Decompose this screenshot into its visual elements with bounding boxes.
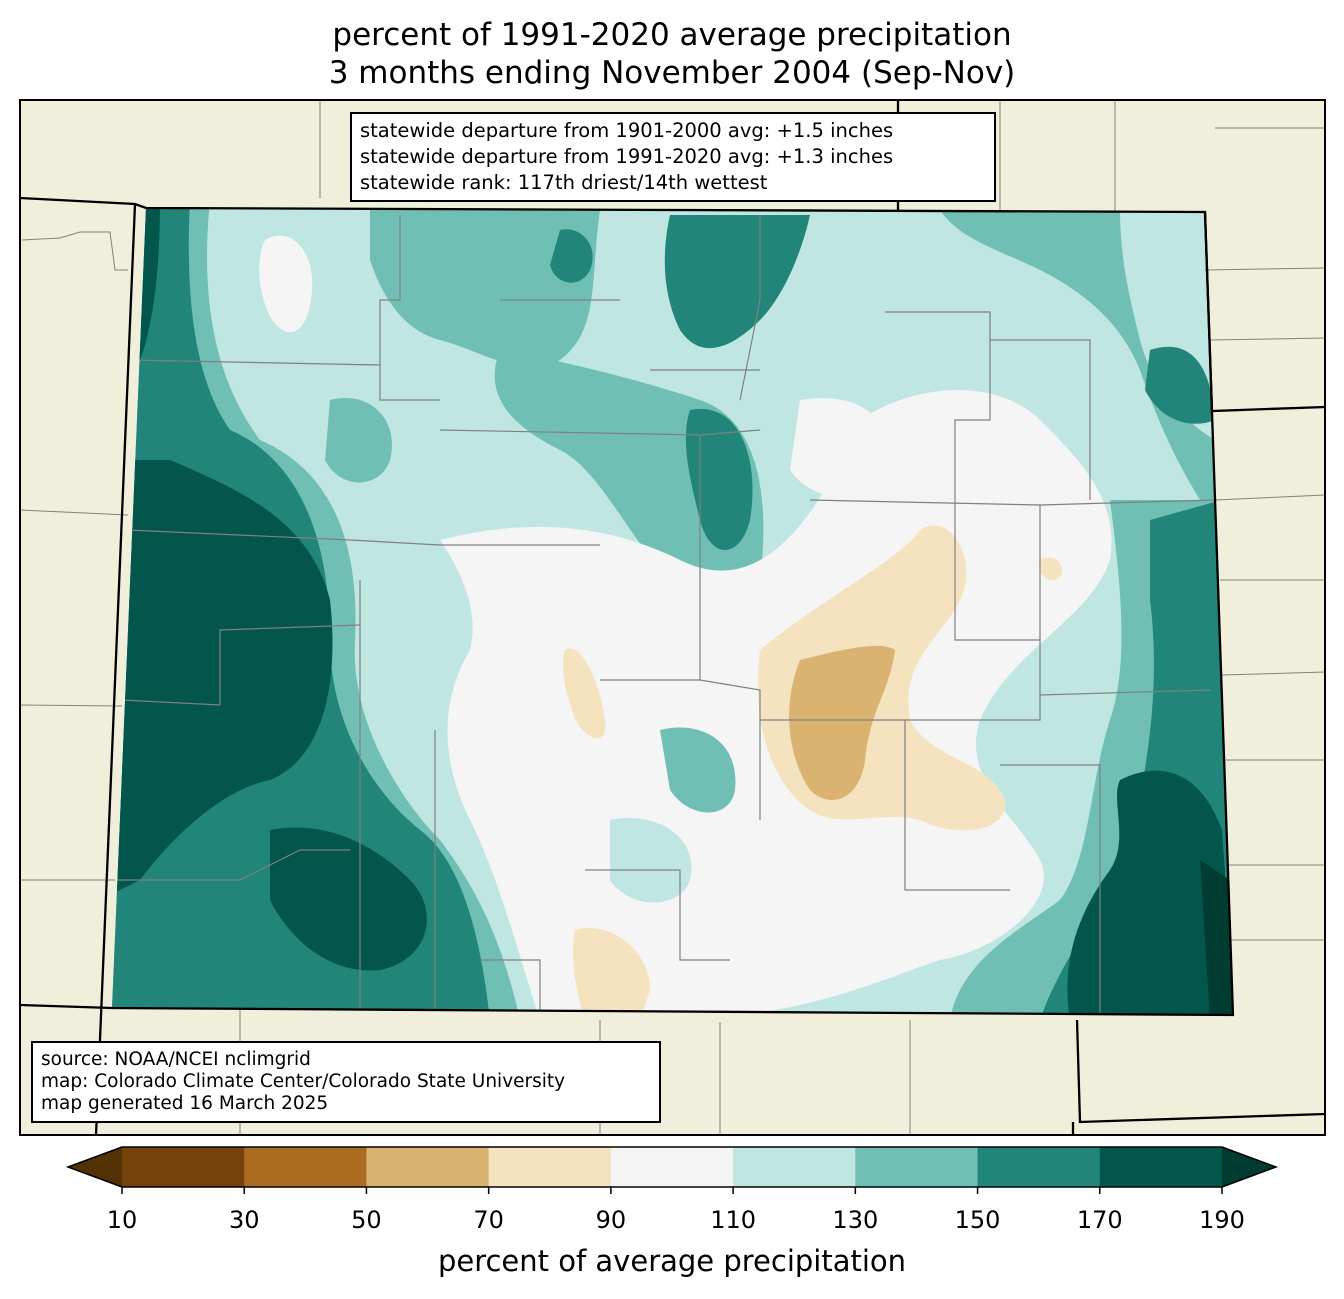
colorbar-under-arrow — [68, 1147, 122, 1187]
stat-departure-1991-2020: statewide departure from 1991-2020 avg: … — [360, 145, 894, 168]
map-credit-line: map: Colorado Climate Center/Colorado St… — [41, 1071, 566, 1092]
colorbar-tick-label: 130 — [832, 1206, 879, 1234]
neighbor-county-lines — [19, 100, 1326, 1135]
colorbar-tick-label: 170 — [1076, 1206, 1123, 1234]
colorbar-bin — [855, 1147, 979, 1187]
colorbar-tick-label: 30 — [228, 1206, 260, 1234]
colorado-precip-field — [112, 208, 1233, 1015]
colorbar-bin — [122, 1147, 245, 1187]
colorbar-tick-label: 150 — [954, 1206, 1001, 1234]
map-frame — [19, 99, 1326, 1136]
map-generated-line: map generated 16 March 2025 — [41, 1093, 329, 1114]
colorbar-bin — [244, 1147, 367, 1187]
colorbar-bin — [1099, 1147, 1223, 1187]
colorbar-tick-label: 110 — [710, 1206, 757, 1234]
colorbar-over-arrow — [1222, 1147, 1276, 1187]
statewide-stats-box: statewide departure from 1901-2000 avg: … — [350, 112, 996, 202]
map-title-line1: percent of 1991-2020 average precipitati… — [332, 17, 1012, 53]
source-line: source: NOAA/NCEI nclimgrid — [41, 1049, 311, 1070]
colorbar-bin — [366, 1147, 490, 1187]
stat-departure-1901-2000: statewide departure from 1901-2000 avg: … — [360, 119, 894, 142]
map-title-line2: 3 months ending November 2004 (Sep-Nov) — [328, 55, 1016, 91]
state-boundaries — [19, 100, 1326, 1136]
colorbar-bin — [977, 1147, 1101, 1187]
stat-rank: statewide rank: 117th driest/14th wettes… — [360, 171, 768, 194]
colorbar-tick-label: 190 — [1199, 1206, 1245, 1234]
colorbar-tick-label: 90 — [595, 1206, 627, 1234]
colorbar-tick-label: 10 — [106, 1206, 138, 1234]
colorbar-tick-label: 70 — [473, 1206, 504, 1234]
colorbar-bin — [733, 1147, 856, 1187]
colorbar-tick-label: 50 — [351, 1206, 382, 1234]
colorbar-bin — [610, 1147, 734, 1187]
county-lines — [115, 215, 1216, 1015]
colorbar-label: percent of average precipitation — [437, 1244, 907, 1278]
colorbar-bin — [488, 1147, 612, 1187]
source-box: source: NOAA/NCEI nclimgrid map: Colorad… — [31, 1041, 661, 1123]
colorbar — [65, 1146, 1279, 1194]
